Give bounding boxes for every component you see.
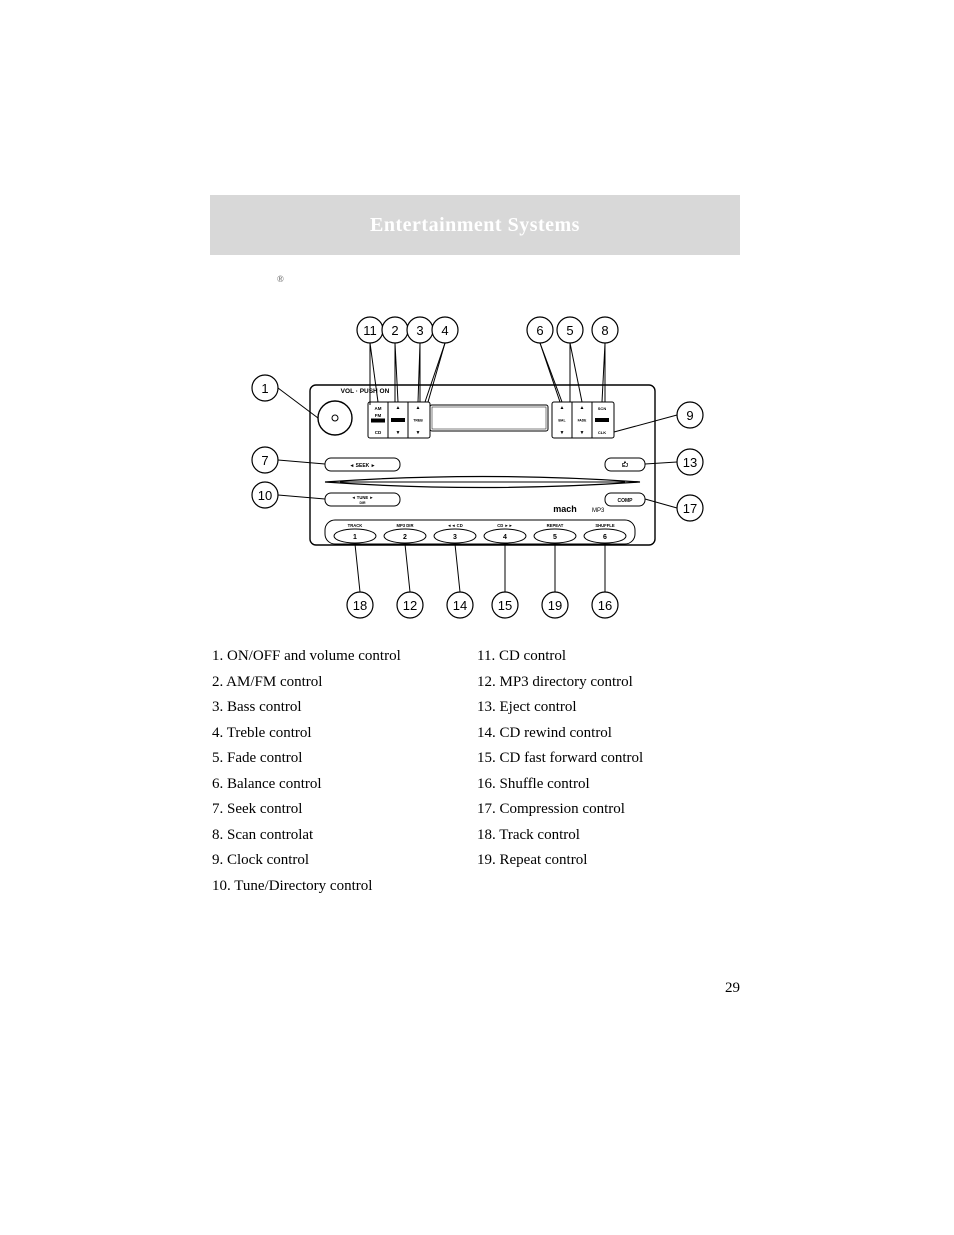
stereo-diagram: VOL · PUSH ON AM FM CD ▲ BASS ▼ ▲ TREB ▼ ▲ BAL ▼ ▲ FAD… (230, 310, 720, 620)
svg-text:mach: mach (553, 504, 577, 514)
svg-text:▼: ▼ (416, 430, 421, 436)
svg-text:▼: ▼ (580, 430, 585, 436)
svg-text:TRACK: TRACK (348, 523, 363, 528)
svg-text:12: 12 (403, 598, 417, 613)
svg-text:5: 5 (566, 323, 573, 338)
svg-text:CLK: CLK (598, 430, 606, 435)
svg-text:COMP: COMP (618, 498, 634, 504)
legend-item: 9. Clock control (212, 848, 477, 874)
svg-text:TREB: TREB (413, 419, 423, 423)
svg-text:2: 2 (403, 534, 407, 541)
svg-text:CD ►►: CD ►► (497, 523, 513, 528)
page-number: 29 (725, 980, 740, 997)
svg-text:▲: ▲ (623, 459, 627, 464)
legend-item: 10. Tune/Directory control (212, 874, 477, 900)
svg-text:8: 8 (601, 323, 608, 338)
svg-text:▲: ▲ (580, 405, 585, 411)
svg-text:MP3 DIR: MP3 DIR (397, 523, 414, 528)
svg-text:CD: CD (375, 430, 382, 435)
registered-mark: ® (277, 274, 284, 284)
svg-text:16: 16 (598, 598, 612, 613)
svg-text:5: 5 (553, 534, 557, 541)
svg-text:9: 9 (686, 408, 693, 423)
svg-text:10: 10 (258, 488, 272, 503)
page: Entertainment Systems MACH MP3 SYSTEM ® … (0, 0, 954, 1235)
svg-text:FADE: FADE (578, 419, 588, 423)
svg-text:1: 1 (353, 534, 357, 541)
svg-text:3: 3 (416, 323, 423, 338)
svg-text:BASS: BASS (394, 418, 403, 422)
legend-item: 17. Compression control (477, 797, 742, 823)
legend-item: 14. CD rewind control (477, 721, 742, 747)
svg-text:7: 7 (261, 453, 268, 468)
svg-text:4: 4 (503, 534, 507, 541)
svg-text:◄◄ CD: ◄◄ CD (447, 523, 463, 528)
svg-text:13: 13 (683, 455, 697, 470)
svg-text:VOL · PUSH ON: VOL · PUSH ON (341, 388, 390, 395)
svg-text:BAL: BAL (558, 419, 566, 423)
legend-item: 11. CD control (477, 644, 742, 670)
svg-text:4: 4 (441, 323, 448, 338)
svg-text:14: 14 (453, 598, 467, 613)
legend-col-left: 1. ON/OFF and volume control2. AM/FM con… (212, 644, 477, 899)
svg-text:6: 6 (536, 323, 543, 338)
legend-item: 6. Balance control (212, 772, 477, 798)
legend-item: 5. Fade control (212, 746, 477, 772)
svg-text:DIR: DIR (359, 501, 366, 505)
svg-text:1: 1 (261, 381, 268, 396)
svg-text:▲: ▲ (396, 405, 401, 411)
svg-text:17: 17 (683, 501, 697, 516)
svg-text:AM: AM (375, 406, 382, 411)
legend-item: 4. Treble control (212, 721, 477, 747)
legend-item: 7. Seek control (212, 797, 477, 823)
legend-columns: 1. ON/OFF and volume control2. AM/FM con… (212, 644, 742, 899)
svg-text:▲: ▲ (416, 405, 421, 411)
legend-item: 18. Track control (477, 823, 742, 849)
legend-item: 12. MP3 directory control (477, 670, 742, 696)
svg-text:11: 11 (363, 323, 377, 338)
legend-item: 13. Eject control (477, 695, 742, 721)
svg-text:2: 2 (391, 323, 398, 338)
legend-item: 3. Bass control (212, 695, 477, 721)
svg-text:15: 15 (498, 598, 512, 613)
legend-col-right: 11. CD control12. MP3 directory control1… (477, 644, 742, 899)
legend-item: 1. ON/OFF and volume control (212, 644, 477, 670)
svg-text:▼: ▼ (396, 430, 401, 436)
header-title: Entertainment Systems (210, 195, 740, 255)
legend-item: 2. AM/FM control (212, 670, 477, 696)
svg-text:◄ TUNE ►: ◄ TUNE ► (351, 495, 373, 500)
svg-text:18: 18 (353, 598, 367, 613)
svg-text:SCN: SCN (598, 406, 607, 411)
svg-text:▼: ▼ (560, 430, 565, 436)
legend-item: 8. Scan controlat (212, 823, 477, 849)
legend-item: 15. CD fast forward control (477, 746, 742, 772)
svg-text:SHUFFLE: SHUFFLE (595, 523, 615, 528)
svg-text:19: 19 (548, 598, 562, 613)
svg-text:REPEAT: REPEAT (547, 523, 564, 528)
diagram-svg: VOL · PUSH ON AM FM CD ▲ BASS ▼ ▲ TREB ▼ ▲ BAL ▼ ▲ FAD… (230, 310, 720, 620)
svg-text:MP3: MP3 (592, 508, 605, 514)
legend-item: 16. Shuffle control (477, 772, 742, 798)
svg-text:◄ SEEK ►: ◄ SEEK ► (349, 463, 375, 469)
svg-text:6: 6 (603, 534, 607, 541)
svg-text:FM: FM (375, 413, 382, 418)
svg-text:3: 3 (453, 534, 457, 541)
legend-item: 19. Repeat control (477, 848, 742, 874)
svg-text:▲: ▲ (560, 405, 565, 411)
